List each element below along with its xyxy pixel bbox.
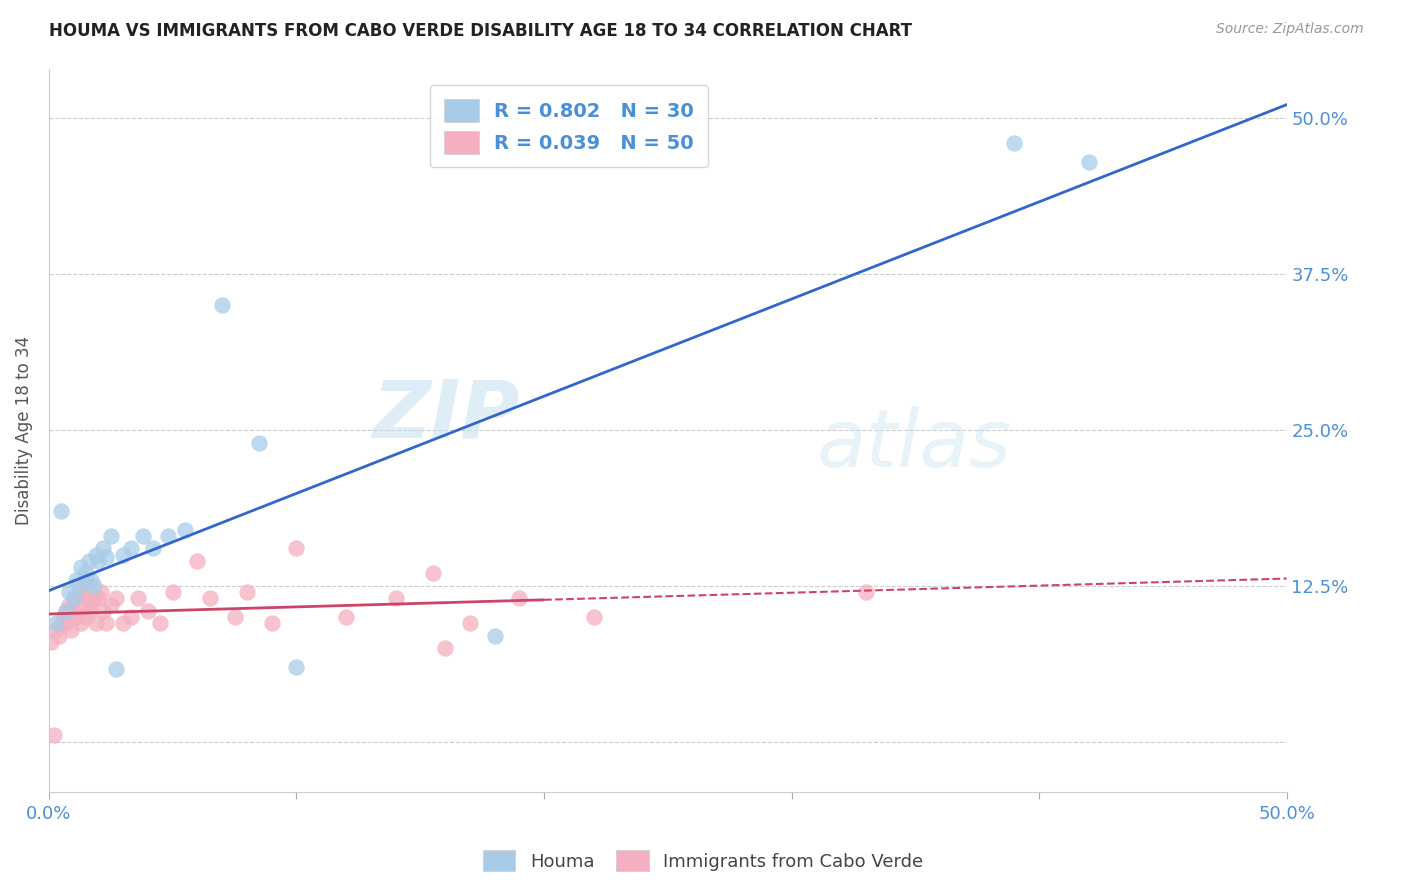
Point (65, 610, 87, 624)
Point (384, 591, 406, 606)
Point (51, 504, 73, 518)
Point (186, 554, 208, 568)
Text: atlas: atlas (817, 406, 1011, 483)
Point (422, 566, 444, 581)
Point (84, 548, 107, 562)
Point (156, 529, 179, 543)
Y-axis label: Disability Age 18 to 34: Disability Age 18 to 34 (15, 335, 32, 524)
Text: HOUMA VS IMMIGRANTS FROM CABO VERDE DISABILITY AGE 18 TO 34 CORRELATION CHART: HOUMA VS IMMIGRANTS FROM CABO VERDE DISA… (49, 22, 912, 40)
Point (458, 616, 481, 631)
Point (132, 529, 155, 543)
Point (508, 591, 530, 606)
Point (93, 541, 115, 556)
Point (72, 591, 94, 606)
Point (41, 635, 63, 649)
Point (484, 629, 506, 643)
Point (70, 616, 93, 631)
Point (45, 616, 67, 631)
Point (112, 548, 135, 562)
Point (142, 541, 165, 556)
Point (65, 573, 87, 587)
Point (42, 729, 65, 743)
Point (48, 629, 70, 643)
Point (80, 598, 103, 612)
Point (70, 560, 93, 574)
Point (224, 610, 246, 624)
Point (100, 598, 122, 612)
Point (55, 604, 77, 618)
Point (75, 610, 97, 624)
Point (58, 585, 80, 599)
Point (75, 573, 97, 587)
Point (75, 566, 97, 581)
Point (45, 623, 67, 637)
Point (104, 591, 127, 606)
Point (211, 298, 233, 312)
Point (77, 554, 100, 568)
Point (62, 604, 84, 618)
Point (51, 616, 73, 631)
Point (62, 591, 84, 606)
Point (149, 616, 172, 631)
Point (285, 660, 308, 674)
Point (112, 616, 135, 631)
Point (55, 616, 77, 631)
Point (55, 604, 77, 618)
Point (60, 623, 83, 637)
Point (83, 591, 105, 606)
Point (58, 598, 80, 612)
Point (67, 579, 90, 593)
Point (127, 591, 149, 606)
Point (198, 591, 221, 606)
Point (136, 604, 159, 618)
Text: Source: ZipAtlas.com: Source: ZipAtlas.com (1216, 22, 1364, 37)
Legend: R = 0.802   N = 30, R = 0.039   N = 50: R = 0.802 N = 30, R = 0.039 N = 50 (430, 86, 707, 168)
Point (100, 529, 122, 543)
Point (80, 573, 103, 587)
Point (162, 585, 184, 599)
Point (90, 585, 112, 599)
Legend: Houma, Immigrants from Cabo Verde: Houma, Immigrants from Cabo Verde (475, 843, 931, 879)
Point (335, 610, 357, 624)
Point (83, 579, 105, 593)
Point (70, 598, 93, 612)
Point (94, 550, 117, 565)
Point (52, 610, 75, 624)
Point (120, 610, 142, 624)
Text: ZIP: ZIP (373, 376, 519, 455)
Point (120, 541, 142, 556)
Point (582, 610, 605, 624)
Point (62, 591, 84, 606)
Point (75, 579, 97, 593)
Point (174, 523, 197, 537)
Point (84, 616, 107, 631)
Point (1002, 136, 1025, 151)
Point (285, 541, 308, 556)
Point (93, 604, 115, 618)
Point (855, 585, 877, 599)
Point (260, 616, 283, 631)
Point (247, 435, 270, 450)
Point (434, 641, 457, 656)
Point (104, 662, 127, 676)
Point (94, 616, 117, 631)
Point (87, 591, 110, 606)
Point (1077, 155, 1099, 169)
Point (236, 585, 259, 599)
Point (67, 585, 90, 599)
Point (87, 554, 110, 568)
Point (77, 604, 100, 618)
